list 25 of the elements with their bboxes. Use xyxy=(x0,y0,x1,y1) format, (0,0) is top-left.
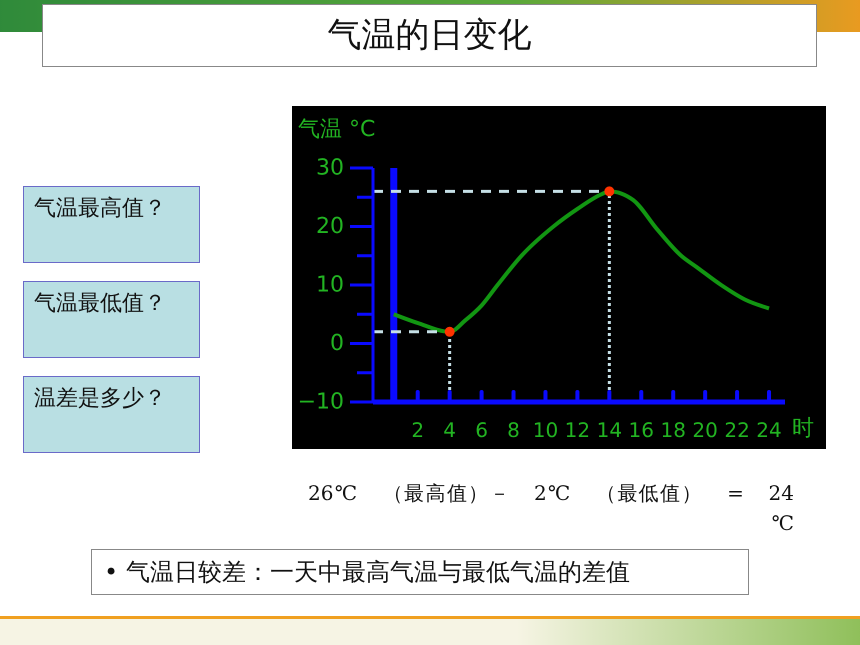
y-tick-label: 20 xyxy=(316,214,344,239)
y-tick-label: 0 xyxy=(330,331,344,356)
text: 气温最低值？ xyxy=(23,281,200,358)
x-tick-label: 2 xyxy=(411,418,424,442)
x-tick-label: 14 xyxy=(596,418,622,442)
x-tick-label: 4 xyxy=(443,418,456,442)
chart-title: 气温的日变化 xyxy=(42,4,817,67)
x-tick-label: 6 xyxy=(475,418,488,442)
text: 26℃ （最高值）－ 2℃ （最低值） = 24 ℃ xyxy=(308,480,794,537)
y-tick-label: 30 xyxy=(316,156,344,180)
x-tick-label: 22 xyxy=(724,418,750,442)
y-axis-title: 气温 °C xyxy=(298,116,376,144)
y-tick-label: −10 xyxy=(298,390,344,414)
x-axis-title: 时 xyxy=(792,415,814,443)
x-tick-label: 20 xyxy=(692,418,718,442)
x-tick-label: 18 xyxy=(660,418,686,442)
x-tick-label: 8 xyxy=(507,418,520,442)
text: 温差是多少？ xyxy=(23,376,200,453)
text: • 气温日较差：一天中最高气温与最低气温的差值 xyxy=(91,549,749,595)
x-tick-label: 10 xyxy=(532,418,558,442)
x-tick-label: 12 xyxy=(564,418,590,442)
text: 气温最高值？ xyxy=(23,186,200,263)
y-tick-label: 10 xyxy=(316,272,344,298)
x-tick-label: 16 xyxy=(628,418,654,442)
x-tick-label: 24 xyxy=(756,418,782,442)
